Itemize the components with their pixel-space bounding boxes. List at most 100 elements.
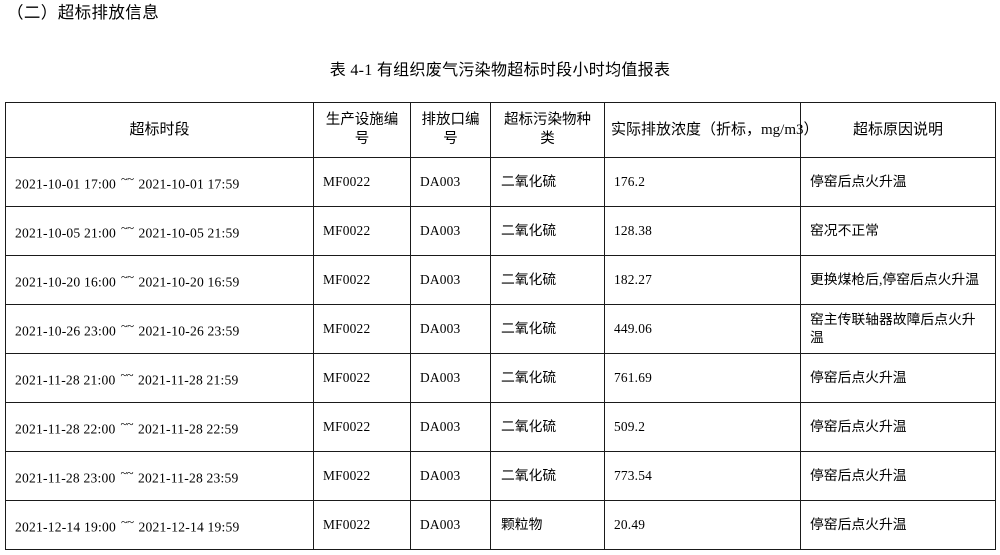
period-start: 2021-10-20 16:00 bbox=[15, 274, 116, 290]
table-row: 2021-11-28 23:00 ~~ 2021-11-28 23:59 MF0022… bbox=[5, 451, 996, 501]
cell-concentration-text: 20.49 bbox=[614, 517, 646, 532]
table-row: 2021-10-20 16:00 ~~ 2021-10-20 16:59 MF0022… bbox=[5, 255, 996, 305]
column-header-period: 超标时段 bbox=[5, 102, 314, 158]
table-row: 2021-11-28 21:00 ~~ 2021-11-28 21:59 MF0022… bbox=[5, 353, 996, 403]
cell-outlet-no: DA003 bbox=[410, 451, 491, 501]
cell-concentration: 20.49 bbox=[604, 500, 801, 550]
cell-pollutant-type-text: 二氧化硫 bbox=[501, 321, 557, 336]
cell-facility-no: MF0022 bbox=[313, 157, 411, 207]
cell-facility-no-text: MF0022 bbox=[323, 370, 371, 385]
cell-concentration: 509.2 bbox=[604, 402, 801, 452]
excess-emission-table: 超标时段 生产设施编号 排放口编号 超标污染物种类 实际排放浓度（折标，mg/m… bbox=[5, 102, 996, 550]
cell-facility-no-text: MF0022 bbox=[323, 272, 371, 287]
cell-reason-text: 停窑后点火升温 bbox=[810, 370, 907, 385]
column-header-reason: 超标原因说明 bbox=[800, 102, 996, 158]
cell-concentration-text: 509.2 bbox=[614, 419, 646, 434]
cell-facility-no-text: MF0022 bbox=[323, 321, 371, 336]
table-row: 2021-10-01 17:00 ~~ 2021-10-01 17:59 MF0022… bbox=[5, 157, 996, 207]
cell-pollutant-type: 二氧化硫 bbox=[490, 304, 605, 354]
cell-period: 2021-10-05 21:00 ~~ 2021-10-05 21:59 bbox=[5, 206, 314, 256]
period-separator: ~~ bbox=[121, 515, 134, 530]
cell-period: 2021-10-01 17:00 ~~ 2021-10-01 17:59 bbox=[5, 157, 314, 207]
period-separator: ~~ bbox=[121, 221, 134, 236]
column-header-pollutant-type-label: 超标污染物种类 bbox=[504, 112, 591, 147]
period-start: 2021-10-01 17:00 bbox=[15, 176, 116, 192]
cell-period: 2021-11-28 22:00 ~~ 2021-11-28 22:59 bbox=[5, 402, 314, 452]
cell-outlet-no: DA003 bbox=[410, 206, 491, 256]
cell-pollutant-type: 颗粒物 bbox=[490, 500, 605, 550]
period-separator: ~~ bbox=[121, 172, 134, 187]
cell-facility-no: MF0022 bbox=[313, 451, 411, 501]
cell-reason: 停窑后点火升温 bbox=[800, 157, 996, 207]
cell-reason: 窑况不正常 bbox=[800, 206, 996, 256]
cell-outlet-no: DA003 bbox=[410, 353, 491, 403]
cell-reason-text: 停窑后点火升温 bbox=[810, 174, 907, 189]
column-header-outlet-no-label: 排放口编号 bbox=[421, 112, 480, 147]
cell-concentration-text: 128.38 bbox=[614, 223, 653, 238]
cell-outlet-no: DA003 bbox=[410, 500, 491, 550]
column-header-facility-no: 生产设施编号 bbox=[313, 102, 411, 158]
period-separator: ~~ bbox=[120, 417, 134, 432]
period-end: 2021-10-20 16:59 bbox=[138, 274, 240, 290]
cell-concentration: 761.69 bbox=[604, 353, 801, 403]
period-start: 2021-10-05 21:00 bbox=[15, 225, 116, 241]
table-row: 2021-10-05 21:00 ~~ 2021-10-05 21:59 MF0022… bbox=[5, 206, 996, 256]
column-header-concentration-label: 实际排放浓度（折标，mg/m3） bbox=[611, 121, 819, 138]
cell-outlet-no: DA003 bbox=[410, 402, 491, 452]
period-separator: ~~ bbox=[120, 368, 134, 383]
cell-pollutant-type: 二氧化硫 bbox=[490, 157, 605, 207]
cell-reason: 更换煤枪后,停窑后点火升温 bbox=[800, 255, 996, 305]
period-end: 2021-10-01 17:59 bbox=[138, 176, 240, 192]
period-end: 2021-11-28 23:59 bbox=[138, 470, 239, 486]
cell-reason: 窑主传联轴器故障后点火升温 bbox=[800, 304, 996, 354]
period-end: 2021-10-26 23:59 bbox=[138, 323, 240, 339]
table-row: 2021-11-28 22:00 ~~ 2021-11-28 22:59 MF0022… bbox=[5, 402, 996, 452]
cell-pollutant-type-text: 二氧化硫 bbox=[501, 272, 557, 287]
period-separator: ~~ bbox=[121, 319, 134, 334]
cell-outlet-no-text: DA003 bbox=[420, 272, 461, 287]
cell-pollutant-type: 二氧化硫 bbox=[490, 206, 605, 256]
cell-facility-no: MF0022 bbox=[313, 304, 411, 354]
cell-period: 2021-10-26 23:00 ~~ 2021-10-26 23:59 bbox=[5, 304, 314, 354]
cell-period: 2021-11-28 23:00 ~~ 2021-11-28 23:59 bbox=[5, 451, 314, 501]
period-start: 2021-11-28 22:00 bbox=[15, 421, 116, 437]
cell-pollutant-type-text: 二氧化硫 bbox=[501, 370, 557, 385]
table-container: 超标时段 生产设施编号 排放口编号 超标污染物种类 实际排放浓度（折标，mg/m… bbox=[5, 102, 996, 550]
cell-outlet-no-text: DA003 bbox=[420, 517, 461, 532]
table-head: 超标时段 生产设施编号 排放口编号 超标污染物种类 实际排放浓度（折标，mg/m… bbox=[5, 102, 996, 158]
cell-concentration-text: 176.2 bbox=[614, 174, 646, 189]
period-start: 2021-11-28 23:00 bbox=[15, 470, 116, 486]
cell-facility-no-text: MF0022 bbox=[323, 174, 371, 189]
cell-facility-no: MF0022 bbox=[313, 500, 411, 550]
cell-pollutant-type-text: 二氧化硫 bbox=[501, 223, 557, 238]
cell-period: 2021-10-20 16:00 ~~ 2021-10-20 16:59 bbox=[5, 255, 314, 305]
cell-pollutant-type: 二氧化硫 bbox=[490, 451, 605, 501]
cell-facility-no-text: MF0022 bbox=[323, 419, 371, 434]
cell-pollutant-type-text: 二氧化硫 bbox=[501, 468, 557, 483]
cell-facility-no: MF0022 bbox=[313, 402, 411, 452]
cell-reason-text: 窑主传联轴器故障后点火升温 bbox=[810, 312, 976, 345]
table-row: 2021-10-26 23:00 ~~ 2021-10-26 23:59 MF0022… bbox=[5, 304, 996, 354]
column-header-facility-no-label: 生产设施编号 bbox=[325, 112, 399, 147]
cell-pollutant-type-text: 二氧化硫 bbox=[501, 419, 557, 434]
cell-pollutant-type: 二氧化硫 bbox=[490, 353, 605, 403]
cell-concentration-text: 761.69 bbox=[614, 370, 653, 385]
cell-concentration: 449.06 bbox=[604, 304, 801, 354]
cell-concentration: 128.38 bbox=[604, 206, 801, 256]
cell-pollutant-type: 二氧化硫 bbox=[490, 255, 605, 305]
cell-facility-no: MF0022 bbox=[313, 255, 411, 305]
cell-outlet-no-text: DA003 bbox=[420, 223, 461, 238]
cell-pollutant-type: 二氧化硫 bbox=[490, 402, 605, 452]
column-header-pollutant-type: 超标污染物种类 bbox=[490, 102, 605, 158]
table-caption: 表 4-1 有组织废气污染物超标时段小时均值报表 bbox=[329, 62, 671, 79]
cell-outlet-no-text: DA003 bbox=[420, 419, 461, 434]
section-heading: （二）超标排放信息 bbox=[7, 3, 160, 22]
cell-concentration: 176.2 bbox=[604, 157, 801, 207]
column-header-period-label: 超标时段 bbox=[129, 121, 190, 138]
cell-outlet-no-text: DA003 bbox=[420, 321, 461, 336]
cell-reason: 停窑后点火升温 bbox=[800, 500, 996, 550]
period-end: 2021-11-28 21:59 bbox=[138, 372, 239, 388]
period-separator: ~~ bbox=[121, 270, 134, 285]
cell-concentration: 773.54 bbox=[604, 451, 801, 501]
period-end: 2021-10-05 21:59 bbox=[138, 225, 240, 241]
